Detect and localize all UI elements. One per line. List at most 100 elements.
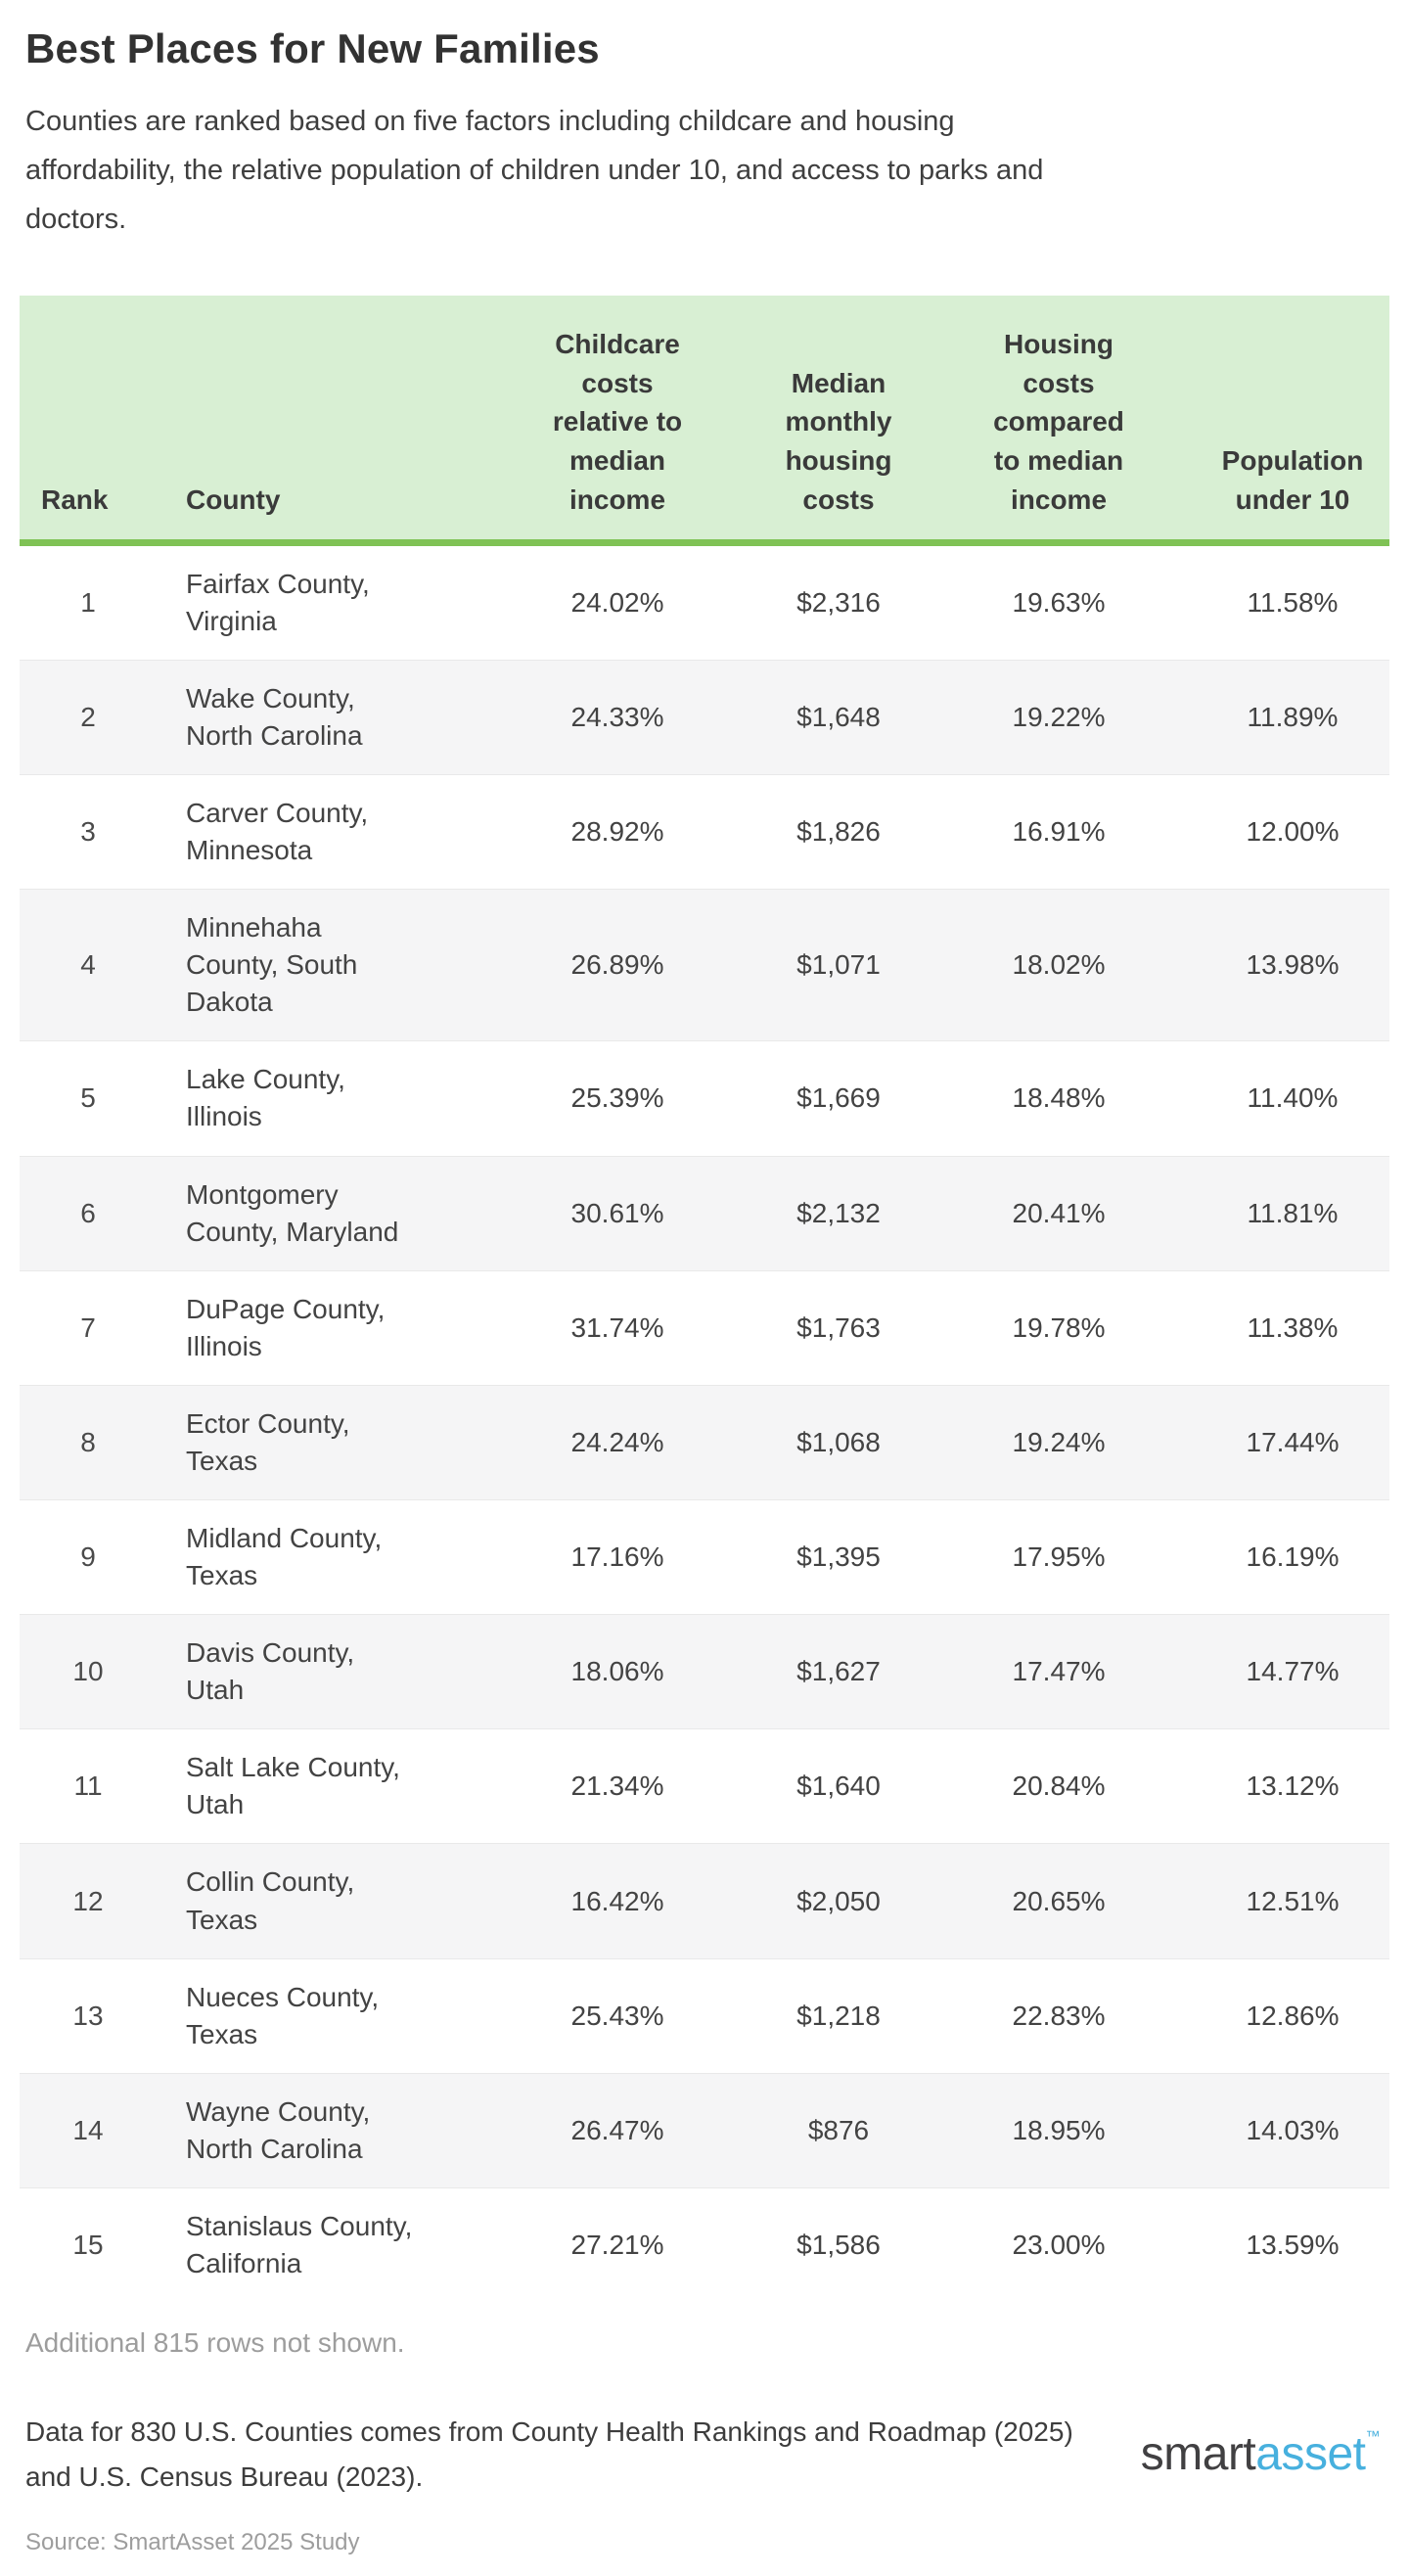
table-header-row: Rank County Childcare costs relative to … [20,295,1389,543]
column-header-housing-costs: Housing costs compared to median income [922,295,1196,543]
median-housing-costs-cell: $1,071 [796,949,881,981]
childcare-costs-cell: 24.02% [570,586,664,618]
housing-costs-cell: 19.22% [1012,701,1106,732]
column-header-rank: Rank [20,295,157,543]
median-housing-costs-cell: $1,763 [796,1311,881,1343]
childcare-costs-cell: 17.16% [570,1541,664,1573]
rank-cell: 6 [80,1197,96,1228]
logo-text-asset: asset [1255,2428,1366,2481]
population-under-10-cell: 12.00% [1246,816,1340,848]
median-housing-costs-cell: $2,316 [796,586,881,618]
table-row: 15 Stanislaus County, California 27.21% … [20,2187,1389,2302]
childcare-costs-cell: 24.33% [570,701,664,732]
median-housing-costs-cell: $1,648 [796,701,881,732]
median-housing-costs-cell: $1,826 [796,816,881,848]
population-under-10-cell: 11.40% [1247,1082,1339,1114]
population-under-10-cell: 13.12% [1246,1771,1340,1802]
housing-costs-cell: 23.00% [1012,2229,1106,2260]
column-header-population-under-10: Population under 10 [1196,295,1389,543]
trademark-symbol: ™ [1365,2428,1381,2446]
population-under-10-cell: 11.58% [1247,586,1339,618]
rank-cell: 4 [80,949,96,981]
ranking-table: Rank County Childcare costs relative to … [20,295,1389,2302]
median-housing-costs-cell: $876 [807,2114,870,2145]
table-row: 12 Collin County, Texas 16.42% $2,050 20… [20,1843,1389,1959]
table-row: 6 Montgomery County, Maryland 30.61% $2,… [20,1156,1389,1271]
county-cell: Davis County, Utah [186,1637,355,1706]
table-body: 1 Fairfax County, Virginia 24.02% $2,316… [20,542,1389,2302]
housing-costs-cell: 19.63% [1012,586,1106,618]
table-header: Rank County Childcare costs relative to … [20,295,1389,543]
median-housing-costs-cell: $1,218 [796,2000,881,2031]
population-under-10-cell: 13.98% [1246,949,1340,981]
table-row: 1 Fairfax County, Virginia 24.02% $2,316… [20,542,1389,661]
smartasset-logo: smartasset™ [1141,2428,1384,2481]
source-note: Source: SmartAsset 2025 Study [25,2529,360,2556]
housing-costs-cell: 22.83% [1012,2000,1106,2031]
rank-cell: 8 [80,1426,96,1457]
county-cell: DuPage County, Illinois [186,1293,386,1361]
table-row: 3 Carver County, Minnesota 28.92% $1,826… [20,774,1389,890]
population-under-10-cell: 14.77% [1246,1656,1340,1687]
table-row: 2 Wake County, North Carolina 24.33% $1,… [20,660,1389,775]
county-cell: Minnehaha County, South Dakota [186,912,358,1018]
rank-cell: 10 [72,1656,104,1687]
rank-cell: 13 [72,2000,104,2031]
county-cell: Ector County, Texas [186,1407,350,1476]
housing-costs-cell: 18.95% [1012,2114,1106,2145]
median-housing-costs-cell: $1,068 [796,1426,881,1457]
population-under-10-cell: 11.89% [1247,701,1339,732]
childcare-costs-cell: 30.61% [570,1197,664,1228]
population-under-10-cell: 11.38% [1247,1311,1339,1343]
population-under-10-cell: 17.44% [1246,1426,1340,1457]
table-row: 5 Lake County, Illinois 25.39% $1,669 18… [20,1041,1389,1157]
county-cell: Lake County, Illinois [186,1064,345,1132]
housing-costs-cell: 20.65% [1012,1885,1106,1916]
table-row: 8 Ector County, Texas 24.24% $1,068 19.2… [20,1385,1389,1500]
childcare-costs-cell: 25.39% [570,1082,664,1114]
housing-costs-cell: 19.78% [1012,1311,1106,1343]
housing-costs-cell: 19.24% [1012,1426,1106,1457]
housing-costs-cell: 20.84% [1012,1771,1106,1802]
housing-costs-cell: 16.91% [1012,816,1106,848]
rank-cell: 1 [80,586,96,618]
county-cell: Montgomery County, Maryland [186,1178,399,1247]
housing-costs-cell: 20.41% [1012,1197,1106,1228]
rank-cell: 9 [80,1541,96,1573]
column-header-childcare-costs: Childcare costs relative to median incom… [479,295,755,543]
county-cell: Midland County, Texas [186,1523,383,1591]
rank-cell: 5 [80,1082,96,1114]
data-source-note: Data for 830 U.S. Counties comes from Co… [25,2416,1073,2493]
childcare-costs-cell: 16.42% [570,1885,664,1916]
median-housing-costs-cell: $1,669 [796,1082,881,1114]
rank-cell: 2 [80,701,96,732]
population-under-10-cell: 12.86% [1246,2000,1340,2031]
median-housing-costs-cell: $1,395 [796,1541,881,1573]
population-under-10-cell: 16.19% [1246,1541,1340,1573]
childcare-costs-cell: 27.21% [570,2229,664,2260]
footer: Data for 830 U.S. Counties comes from Co… [25,2410,1384,2500]
county-cell: Collin County, Texas [186,1866,355,1935]
county-cell: Carver County, Minnesota [186,797,369,866]
median-housing-costs-cell: $1,586 [796,2229,881,2260]
county-cell: Nueces County, Texas [186,1981,380,2049]
table-row: 4 Minnehaha County, South Dakota 26.89% … [20,889,1389,1041]
housing-costs-cell: 17.95% [1012,1541,1106,1573]
column-header-median-housing: Median monthly housing costs [755,295,922,543]
childcare-costs-cell: 25.43% [570,2000,664,2031]
county-cell: Stanislaus County, California [186,2210,413,2279]
table-row: 11 Salt Lake County, Utah 21.34% $1,640 … [20,1729,1389,1844]
county-cell: Wake County, North Carolina [186,682,363,751]
median-housing-costs-cell: $2,132 [796,1197,881,1228]
page-subtitle: Counties are ranked based on five factor… [25,106,1044,236]
page-title: Best Places for New Families [25,25,600,71]
rank-cell: 12 [72,1885,104,1916]
rank-cell: 3 [80,816,96,848]
median-housing-costs-cell: $2,050 [796,1885,881,1916]
population-under-10-cell: 12.51% [1246,1885,1340,1916]
table-row: 7 DuPage County, Illinois 31.74% $1,763 … [20,1270,1389,1386]
childcare-costs-cell: 24.24% [570,1426,664,1457]
childcare-costs-cell: 26.89% [570,949,664,981]
childcare-costs-cell: 31.74% [570,1311,664,1343]
